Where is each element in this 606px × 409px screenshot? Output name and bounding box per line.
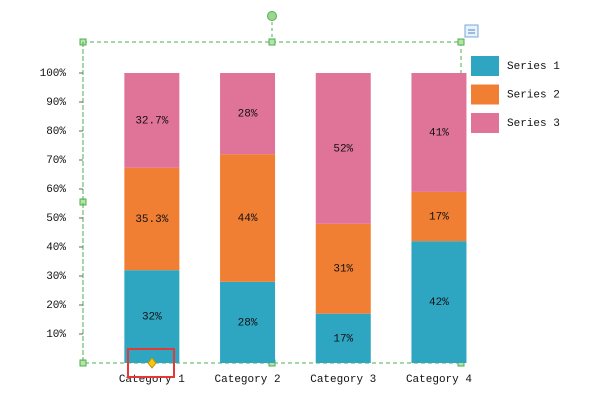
chart-menu-button[interactable]: [464, 24, 479, 38]
legend-swatch: [471, 84, 499, 105]
x-tick-label: Category 4: [406, 374, 472, 386]
y-tick-label: 100%: [40, 68, 67, 80]
y-tick-label: 50%: [46, 213, 66, 225]
bar-segment: [124, 167, 180, 271]
legend-label: Series 1: [507, 61, 560, 73]
legend-swatch: [471, 56, 499, 76]
legend-label: Series 3: [507, 118, 560, 130]
value-label: 32.7%: [135, 115, 168, 127]
value-label: 17%: [333, 333, 353, 345]
bar-segment: [315, 73, 371, 224]
y-tick-label: 30%: [46, 271, 66, 283]
plot-area: 10% 20% 30% 40% 50% 60% 70% 80% 90% 100% 32% 35.3% 3…: [40, 42, 560, 386]
bar-segment: [411, 241, 467, 363]
x-tick-label: Category 2: [215, 374, 281, 386]
handle[interactable]: [268, 38, 276, 46]
control-point[interactable]: [147, 357, 157, 369]
bar-segment: [220, 73, 276, 155]
rotate-handle[interactable]: [267, 11, 277, 21]
value-label: 52%: [333, 143, 353, 155]
bar-segment: [220, 281, 276, 363]
value-label: 42%: [429, 297, 449, 309]
bar-segment: [315, 313, 371, 363]
bar-segment: [411, 73, 467, 192]
value-label: 41%: [429, 127, 449, 139]
legend-label: Series 2: [507, 89, 560, 101]
bar-segment: [124, 73, 180, 168]
value-label: 17%: [429, 211, 449, 223]
y-tick-label: 20%: [46, 300, 66, 312]
y-tick-label: 90%: [46, 97, 66, 109]
overlay: [127, 348, 175, 378]
value-label: 44%: [238, 213, 258, 225]
y-tick-label: 40%: [46, 242, 66, 254]
bar-segment: [315, 223, 371, 314]
handle[interactable]: [457, 38, 465, 46]
value-label: 28%: [238, 317, 258, 329]
value-label: 35.3%: [135, 214, 168, 226]
y-tick-label: 60%: [46, 184, 66, 196]
y-tick-label: 70%: [46, 155, 66, 167]
value-label: 32%: [142, 312, 162, 324]
y-tick-label: 80%: [46, 126, 66, 138]
bar-segment: [220, 154, 276, 282]
legend-swatch: [471, 113, 499, 133]
bar-segment: [411, 191, 467, 242]
value-label: 31%: [333, 264, 353, 276]
highlight-box: [127, 348, 175, 378]
y-tick-label: 10%: [46, 329, 66, 341]
value-label: 28%: [238, 109, 258, 121]
x-tick-label: Category 3: [310, 374, 376, 386]
bar-segment: [124, 270, 180, 363]
